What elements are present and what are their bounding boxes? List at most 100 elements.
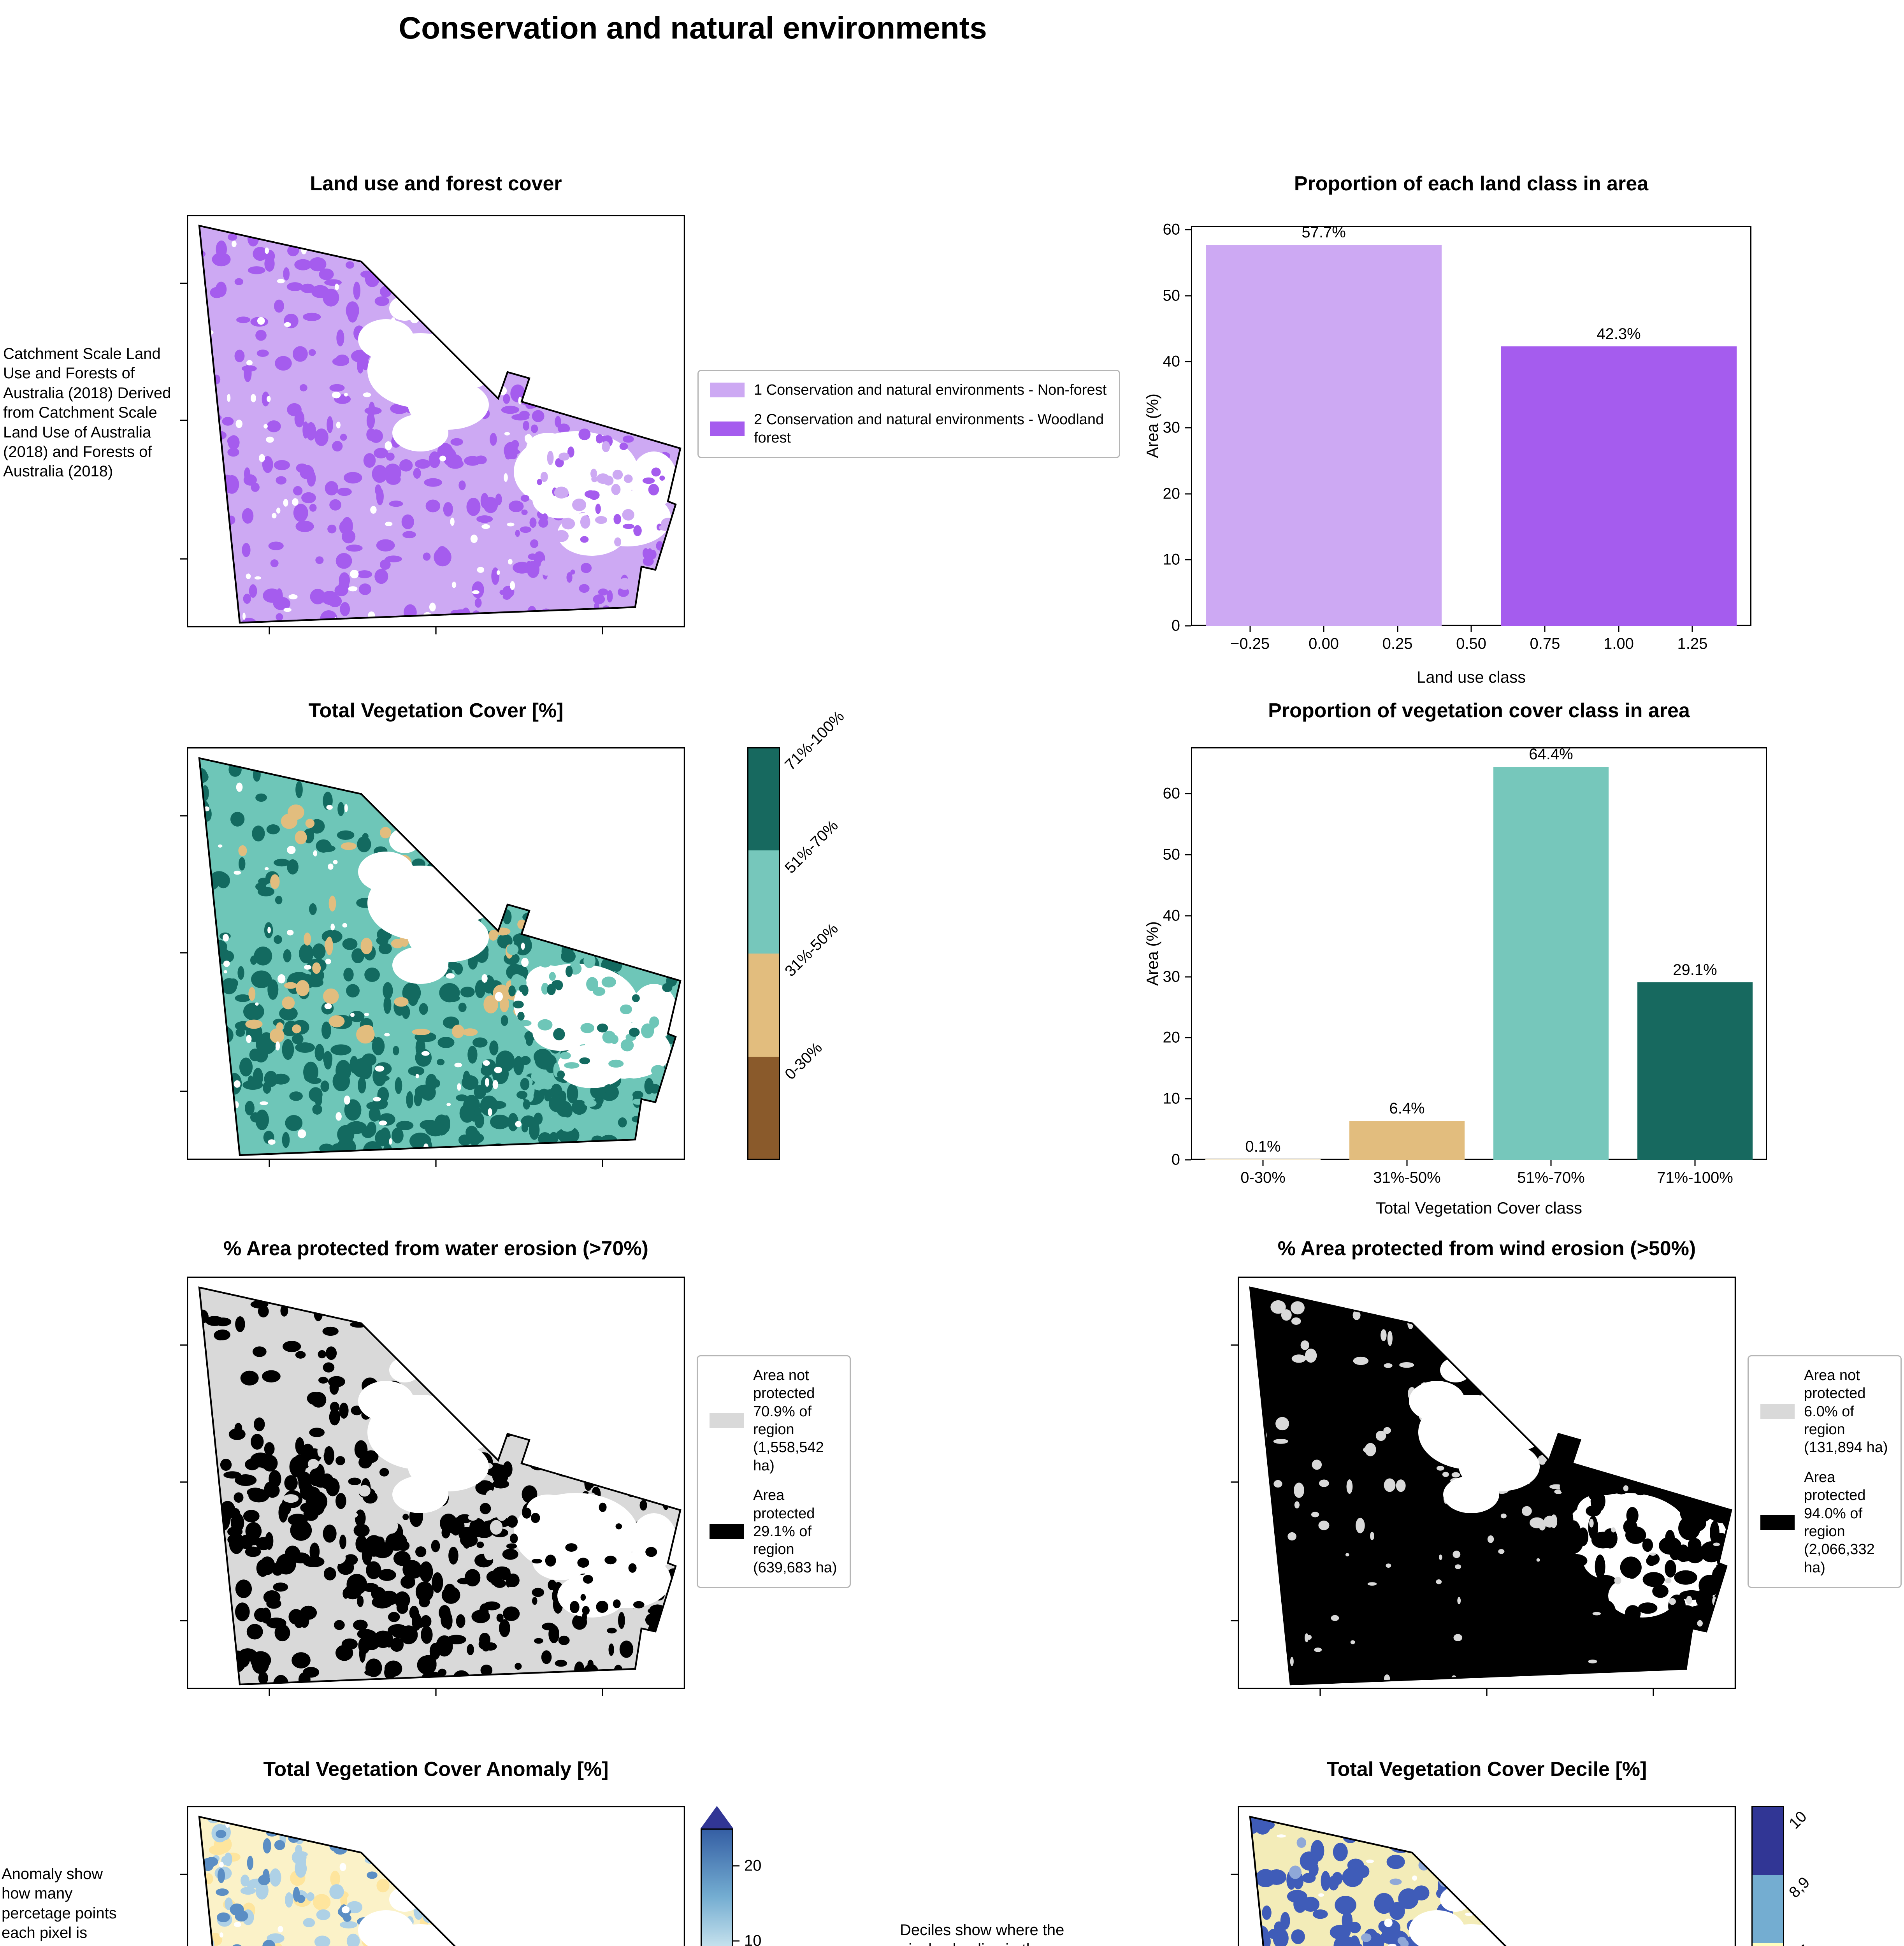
legend-swatch [1760, 1515, 1795, 1530]
decile-map-title: Total Vegetation Cover Decile [%] [1326, 1758, 1647, 1781]
land-use-legend: 1 Conservation and natural environments … [697, 370, 1120, 458]
colorbar-tick-label: 20 [744, 1857, 762, 1874]
x-tick-label: 31%-50% [1373, 1169, 1441, 1186]
y-tick-mark [1185, 1159, 1191, 1161]
y-tick-mark [1185, 976, 1191, 978]
colorbar-arrow-up [701, 1806, 733, 1828]
bar-value-label: 0.1% [1245, 1138, 1281, 1156]
y-tick-mark [1185, 793, 1191, 794]
x-tick-mark [1323, 626, 1324, 632]
legend-item: 1 Conservation and natural environments … [710, 381, 1107, 399]
wind-erosion-map-title: % Area protected from wind erosion (>50%… [1277, 1237, 1696, 1260]
y-tick-label: 60 [1163, 785, 1180, 802]
bar [1205, 245, 1442, 626]
y-tick-label: 20 [1163, 485, 1180, 502]
colorbar-label: 31%-50% [782, 920, 841, 980]
colorbar-segment [1751, 1806, 1784, 1875]
x-tick-label: −0.25 [1230, 635, 1270, 652]
bar-value-label: 42.3% [1597, 325, 1641, 343]
legend-swatch [710, 383, 745, 398]
bar-value-label: 57.7% [1302, 224, 1346, 241]
land-class-chart-title: Proportion of each land class in area [1294, 172, 1649, 195]
y-tick-mark [1185, 493, 1191, 495]
veg-class-chart: 0 10 20 30 40 50 60 0.1% 6.4% 64.4% 29.1% 0-30% 31%-… [1163, 746, 1767, 1186]
bar-value-label: 6.4% [1389, 1099, 1425, 1117]
x-tick-mark [1550, 1160, 1552, 1166]
chart-frame [1191, 226, 1751, 626]
y-tick-label: 30 [1163, 419, 1180, 436]
x-tick-label: 71%-100% [1657, 1169, 1733, 1186]
y-tick-label: 40 [1163, 907, 1180, 924]
y-tick-label: 40 [1163, 353, 1180, 370]
decile-map [1231, 1806, 1736, 1946]
y-tick-mark [1185, 559, 1191, 560]
land-use-source-note: Catchment Scale Land Use and Forests of … [3, 345, 171, 480]
colorbar-label: 10 [1786, 1808, 1810, 1832]
colorbar-label: 8,9 [1786, 1874, 1813, 1901]
colorbar-segment [1751, 1943, 1784, 1946]
y-tick-mark [1185, 1098, 1191, 1099]
veg-class-ylabel: Area (%) [1143, 921, 1161, 986]
x-tick-label: 0.00 [1309, 635, 1339, 652]
legend-item: Area not protected 6.0% of region (131,8… [1760, 1366, 1889, 1457]
x-tick-mark [1406, 1160, 1408, 1166]
bar-value-label: 64.4% [1529, 746, 1573, 763]
x-tick-mark [1618, 626, 1619, 632]
x-tick-label: 1.25 [1677, 635, 1708, 652]
y-tick-mark [1185, 295, 1191, 297]
y-tick-mark [1185, 625, 1191, 627]
colorbar-label: 4-7 [1786, 1942, 1814, 1946]
bar [1500, 346, 1737, 626]
water-erosion-map-title: % Area protected from water erosion (>70… [223, 1237, 648, 1260]
x-tick-mark [1544, 626, 1546, 632]
colorbar-gradient [701, 1828, 733, 1946]
y-tick-mark [1185, 361, 1191, 362]
legend-label: Area not protected 6.0% of region (131,8… [1804, 1367, 1888, 1456]
anomaly-colorbar: 20100−10−20 [701, 1806, 762, 1946]
legend-label: 1 Conservation and natural environments … [754, 382, 1107, 398]
colorbar-tick-mark [733, 1940, 739, 1942]
legend-swatch [710, 1524, 744, 1539]
land-class-chart: 0 10 20 30 40 50 60 57.7% 42.3% −0.25 0.00 0.25 0.50… [1163, 221, 1751, 652]
y-tick-label: 20 [1163, 1029, 1180, 1046]
x-tick-label: 0-30% [1240, 1169, 1286, 1186]
y-tick-label: 10 [1163, 551, 1180, 568]
y-tick-mark [1185, 915, 1191, 917]
y-tick-label: 50 [1163, 846, 1180, 863]
legend-label: 2 Conservation and natural environments … [754, 411, 1104, 446]
bar [1637, 982, 1753, 1160]
y-tick-mark [1185, 854, 1191, 855]
y-tick-label: 50 [1163, 287, 1180, 304]
legend-swatch [710, 1413, 744, 1428]
x-tick-label: 0.25 [1382, 635, 1413, 652]
water-erosion-legend: Area not protected 70.9% of region (1,55… [697, 1355, 851, 1588]
land-class-ylabel: Area (%) [1143, 393, 1161, 458]
legend-label: Area protected 94.0% of region (2,066,33… [1804, 1469, 1875, 1576]
colorbar-label: 71%-100% [782, 708, 848, 774]
y-tick-label: 60 [1163, 221, 1180, 238]
wind-erosion-map [1231, 1277, 1736, 1696]
land-class-xlabel: Land use class [1416, 668, 1526, 686]
y-tick-label: 0 [1171, 617, 1180, 634]
legend-item: Area protected 94.0% of region (2,066,33… [1760, 1468, 1889, 1577]
x-tick-mark [1470, 626, 1472, 632]
colorbar-label: 51%-70% [782, 817, 841, 877]
x-tick-label: 1.00 [1604, 635, 1634, 652]
colorbar-segment [747, 954, 780, 1057]
y-tick-mark [1185, 229, 1191, 230]
anomaly-note: Anomaly show how many percetage points e… [2, 1865, 117, 1946]
legend-label: Area not protected 70.9% of region (1,55… [753, 1367, 824, 1474]
y-tick-label: 0 [1171, 1151, 1180, 1168]
colorbar-segment [1751, 1875, 1784, 1943]
bar [1205, 1159, 1321, 1160]
bar [1349, 1121, 1465, 1160]
colorbar-segment [747, 747, 780, 850]
page-title: Conservation and natural environments [399, 11, 987, 45]
x-tick-label: 51%-70% [1517, 1169, 1585, 1186]
colorbar-frame [747, 747, 780, 1160]
anomaly-map-title: Total Vegetation Cover Anomaly [%] [263, 1758, 609, 1781]
water-erosion-map [180, 1277, 685, 1696]
legend-item: 2 Conservation and natural environments … [710, 411, 1107, 447]
veg-cover-map-title: Total Vegetation Cover [%] [308, 699, 564, 722]
